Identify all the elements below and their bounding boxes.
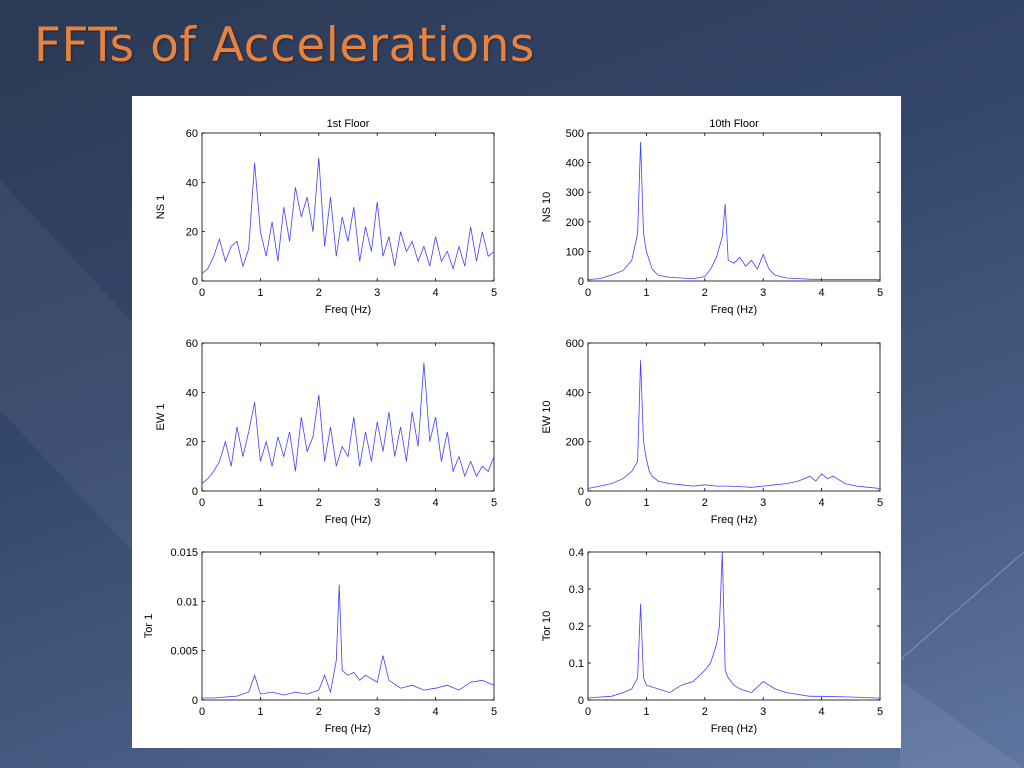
y-axis-label: NS 10: [541, 192, 553, 223]
x-tick-label: 3: [760, 287, 766, 299]
y-tick-label: 400: [566, 158, 584, 170]
plot-frame: [587, 551, 881, 701]
x-tick-label: 2: [316, 497, 322, 509]
y-axis-label: Tor 10: [541, 611, 553, 642]
y-tick-label: 200: [566, 217, 584, 229]
plot-frame: [201, 551, 495, 701]
x-tick-label: 4: [819, 287, 825, 299]
y-tick-label: 0: [578, 695, 584, 707]
x-tick-label: 1: [257, 706, 263, 718]
x-tick-label: 1: [257, 497, 263, 509]
y-tick-label: 60: [186, 128, 198, 140]
x-tick-label: 5: [491, 287, 497, 299]
x-tick-label: 1: [643, 287, 649, 299]
series-line: [587, 141, 880, 280]
y-tick-label: 0: [578, 276, 584, 288]
x-tick-label: 3: [760, 497, 766, 509]
x-tick-label: 0: [585, 706, 591, 718]
y-tick-label: 500: [566, 128, 584, 140]
x-tick-label: 2: [316, 287, 322, 299]
y-tick-label: 0: [192, 276, 198, 288]
y-tick-label: 0.3: [569, 584, 584, 596]
x-axis-label: Freq (Hz): [711, 304, 757, 316]
x-tick-label: 2: [316, 706, 322, 718]
x-axis-label: Freq (Hz): [325, 514, 371, 526]
series-line: [587, 551, 881, 699]
x-tick-label: 3: [760, 706, 766, 718]
x-tick-label: 2: [702, 287, 708, 299]
chart-title: 10th Floor: [709, 118, 759, 130]
y-tick-label: 40: [186, 387, 198, 399]
x-tick-label: 1: [257, 287, 263, 299]
plot-frame: [587, 342, 881, 492]
x-tick-label: 2: [702, 497, 708, 509]
y-axis-label: Tor 1: [143, 614, 155, 638]
y-axis-label: EW 10: [541, 400, 553, 433]
y-tick-label: 0.4: [569, 547, 584, 559]
x-tick-label: 3: [374, 706, 380, 718]
x-tick-label: 0: [199, 287, 205, 299]
x-tick-label: 5: [877, 497, 883, 509]
y-tick-label: 0: [192, 695, 198, 707]
y-tick-label: 0.015: [170, 547, 198, 559]
y-tick-label: 0.01: [177, 596, 198, 608]
plot-frame: [201, 342, 495, 492]
x-tick-label: 5: [877, 706, 883, 718]
x-tick-label: 0: [199, 497, 205, 509]
y-tick-label: 0: [192, 486, 198, 498]
x-axis-label: Freq (Hz): [711, 514, 757, 526]
y-tick-label: 60: [186, 338, 198, 350]
y-tick-label: 20: [186, 227, 198, 239]
x-tick-label: 1: [643, 497, 649, 509]
x-tick-label: 4: [819, 497, 825, 509]
y-tick-label: 600: [566, 338, 584, 350]
series-line: [201, 362, 495, 484]
series-line: [202, 584, 495, 699]
y-axis-label: EW 1: [155, 404, 167, 431]
y-tick-label: 200: [566, 437, 584, 449]
plot-frame: [587, 132, 881, 282]
x-axis-label: Freq (Hz): [711, 723, 757, 735]
x-tick-label: 3: [374, 497, 380, 509]
x-axis-label: Freq (Hz): [325, 304, 371, 316]
y-tick-label: 400: [566, 387, 584, 399]
x-tick-label: 2: [702, 706, 708, 718]
series-line: [201, 157, 495, 274]
y-axis-label: NS 1: [155, 195, 167, 219]
y-tick-label: 40: [186, 177, 198, 189]
y-tick-label: 0.1: [569, 658, 584, 670]
plot-frame: [201, 132, 495, 282]
x-axis-label: Freq (Hz): [325, 723, 371, 735]
x-tick-label: 0: [585, 287, 591, 299]
x-tick-label: 1: [643, 706, 649, 718]
slide-title: FFTs of Accelerations: [34, 18, 535, 73]
y-tick-label: 20: [186, 437, 198, 449]
x-tick-label: 4: [433, 706, 439, 718]
x-tick-label: 4: [819, 706, 825, 718]
x-tick-label: 5: [491, 497, 497, 509]
y-tick-label: 0: [578, 486, 584, 498]
x-tick-label: 5: [491, 706, 497, 718]
x-tick-label: 4: [433, 497, 439, 509]
x-tick-label: 4: [433, 287, 439, 299]
y-tick-label: 300: [566, 187, 584, 199]
chart-title: 1st Floor: [327, 118, 370, 130]
x-tick-label: 0: [199, 706, 205, 718]
x-tick-label: 3: [374, 287, 380, 299]
y-tick-label: 0.005: [170, 646, 198, 658]
y-tick-label: 0.2: [569, 621, 584, 633]
x-tick-label: 5: [877, 287, 883, 299]
x-tick-label: 0: [585, 497, 591, 509]
y-tick-label: 100: [566, 246, 584, 258]
series-line: [587, 360, 881, 489]
